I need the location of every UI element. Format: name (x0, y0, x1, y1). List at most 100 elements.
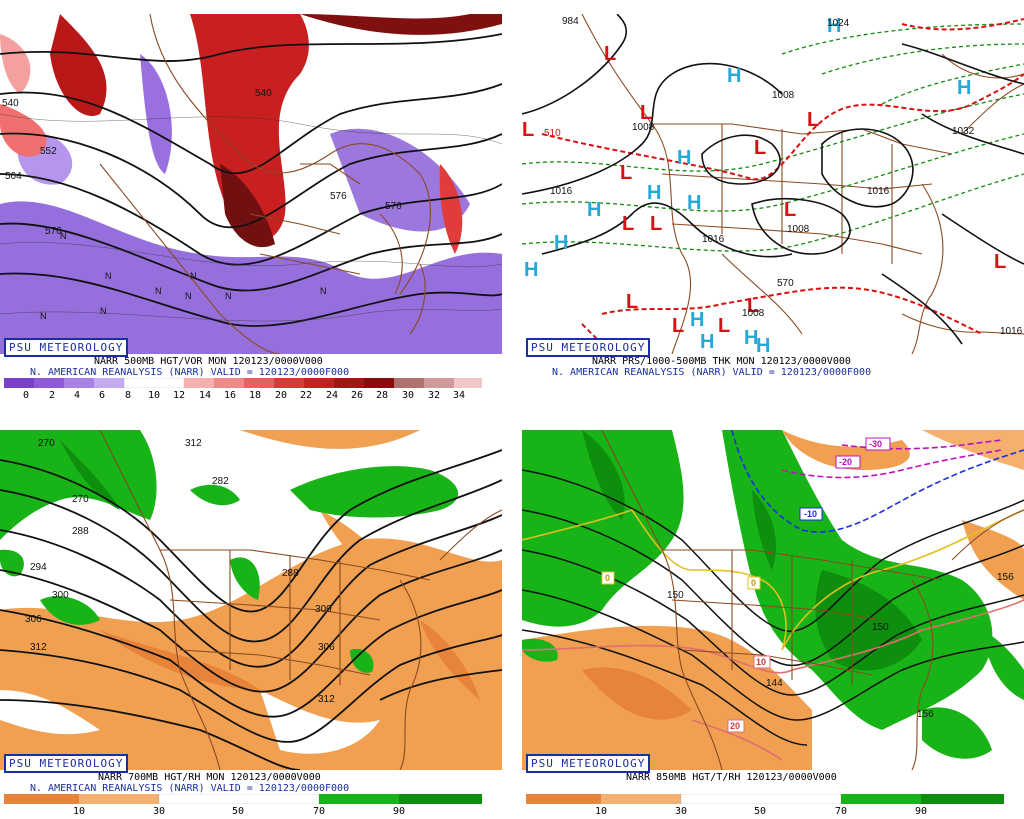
vorticity-colorbar (4, 378, 482, 388)
svg-text:N: N (225, 291, 232, 301)
tick: 90 (392, 806, 406, 817)
contour-label: 312 (185, 438, 202, 449)
tick: 32 (427, 390, 441, 401)
low-pressure-center: L (807, 109, 819, 131)
temperature-label: 0 (605, 573, 610, 583)
low-pressure-center: L (754, 137, 766, 159)
tick: 10 (72, 806, 86, 817)
contour-label: 570 (777, 278, 794, 289)
low-pressure-center: L (640, 102, 652, 124)
low-pressure-center: L (626, 291, 638, 313)
low-pressure-center: L (672, 315, 684, 337)
tick: 50 (231, 806, 245, 817)
contour-label: 300 (52, 590, 69, 601)
psu-meteorology-badge: PSU METEOROLOGY (4, 754, 129, 773)
tick: 16 (223, 390, 237, 401)
tick: 30 (401, 390, 415, 401)
contour-label: 312 (318, 694, 335, 705)
psu-meteorology-badge: PSU METEOROLOGY (526, 338, 651, 357)
psu-meteorology-badge: PSU METEOROLOGY (526, 754, 651, 773)
contour-label: 282 (212, 476, 229, 487)
contour-label: 1008 (632, 122, 655, 133)
temperature-label: -30 (869, 439, 882, 449)
tick: 90 (914, 806, 928, 817)
caption-valid-text: N. AMERICAN REANALYSIS (NARR) VALID = 12… (30, 783, 350, 794)
tick: 70 (834, 806, 848, 817)
low-pressure-center: L (620, 162, 632, 184)
contour-label: 540 (255, 88, 272, 99)
low-pressure-center: L (650, 213, 662, 235)
low-pressure-center: L (522, 119, 534, 141)
contour-label: 1016 (867, 186, 890, 197)
contour-label: 1024 (827, 18, 850, 29)
svg-text:N: N (185, 291, 192, 301)
caption-valid: N. AMERICAN REANALYSIS (NARR) VALID = 12… (30, 367, 349, 378)
high-pressure-center: H (827, 15, 841, 37)
pressure-thickness-map: H H H H H H H H H H H H H L L L L L (522, 14, 1024, 354)
caption-product: NARR 500MB HGT/VOR MON 120123/0000V000 (94, 356, 323, 367)
tick: 8 (124, 390, 132, 401)
high-pressure-center: H (647, 182, 661, 204)
high-pressure-center: H (727, 65, 741, 87)
contour-label: 270 (72, 494, 89, 505)
high-pressure-center: H (744, 327, 758, 349)
low-pressure-center: L (622, 213, 634, 235)
tick: 30 (152, 806, 166, 817)
high-pressure-center: H (690, 309, 704, 331)
contour-label: 300 (315, 604, 332, 615)
contour-label: 1016 (702, 234, 725, 245)
panel-sea-level-pressure-thickness: H H H H H H H H H H H H H L L L L L (522, 0, 1024, 410)
tick: 2 (48, 390, 56, 401)
low-pressure-center: L (718, 315, 730, 337)
contour-label: 144 (766, 678, 783, 689)
contour-label: 540 (2, 98, 19, 109)
vorticity-colorbar-ticks: 0 2 4 6 8 10 12 14 16 18 20 22 24 26 28 … (4, 390, 482, 402)
temperature-label: 10 (756, 657, 766, 667)
contour-label: 576 (45, 226, 62, 237)
contour-label: 294 (30, 562, 47, 573)
tick: 4 (73, 390, 81, 401)
high-pressure-center: H (756, 335, 770, 354)
tick: 28 (375, 390, 389, 401)
temperature-label: -10 (804, 509, 817, 519)
contour-label: 270 (38, 438, 55, 449)
contour-label: 1008 (742, 308, 765, 319)
contour-label: 1008 (787, 224, 810, 235)
high-pressure-center: H (957, 77, 971, 99)
svg-text:N: N (320, 286, 327, 296)
tick: 70 (312, 806, 326, 817)
tick: 50 (753, 806, 767, 817)
contour-label: 156 (997, 572, 1014, 583)
temperature-label: 0 (751, 578, 756, 588)
low-pressure-center: L (747, 295, 759, 317)
svg-text:N: N (105, 271, 112, 281)
tick: 34 (452, 390, 466, 401)
rh-850mb-map: 150 150 144 156 156 -30 -20 -10 0 0 10 (522, 430, 1024, 770)
svg-text:N: N (190, 271, 197, 281)
contour-label: 576 (385, 201, 402, 212)
contour-label: 984 (562, 16, 579, 27)
high-pressure-center: H (524, 259, 538, 281)
svg-text:N: N (60, 231, 67, 241)
svg-text:N: N (40, 311, 47, 321)
high-pressure-center: H (687, 192, 701, 214)
contour-label: 1008 (772, 90, 795, 101)
contour-label: 1032 (952, 126, 975, 137)
caption-valid: N. AMERICAN REANALYSIS (NARR) VALID = 12… (30, 783, 349, 794)
tick: 6 (98, 390, 106, 401)
contour-label: 564 (5, 171, 22, 182)
rh-colorbar-ticks: 10 30 50 70 90 (526, 806, 1004, 818)
high-pressure-center: H (554, 232, 568, 254)
svg-text:N: N (100, 306, 107, 316)
contour-label: 312 (30, 642, 47, 653)
contour-label: 1016 (550, 186, 573, 197)
rh-colorbar (4, 794, 482, 804)
tick: 14 (198, 390, 212, 401)
temperature-label: -20 (839, 457, 852, 467)
high-pressure-center: H (700, 331, 714, 353)
temperature-label: 20 (730, 721, 740, 731)
contour-label: 150 (872, 622, 889, 633)
contour-label: 306 (318, 642, 335, 653)
caption-product: NARR 850MB HGT/T/RH 120123/0000V000 (626, 772, 837, 783)
